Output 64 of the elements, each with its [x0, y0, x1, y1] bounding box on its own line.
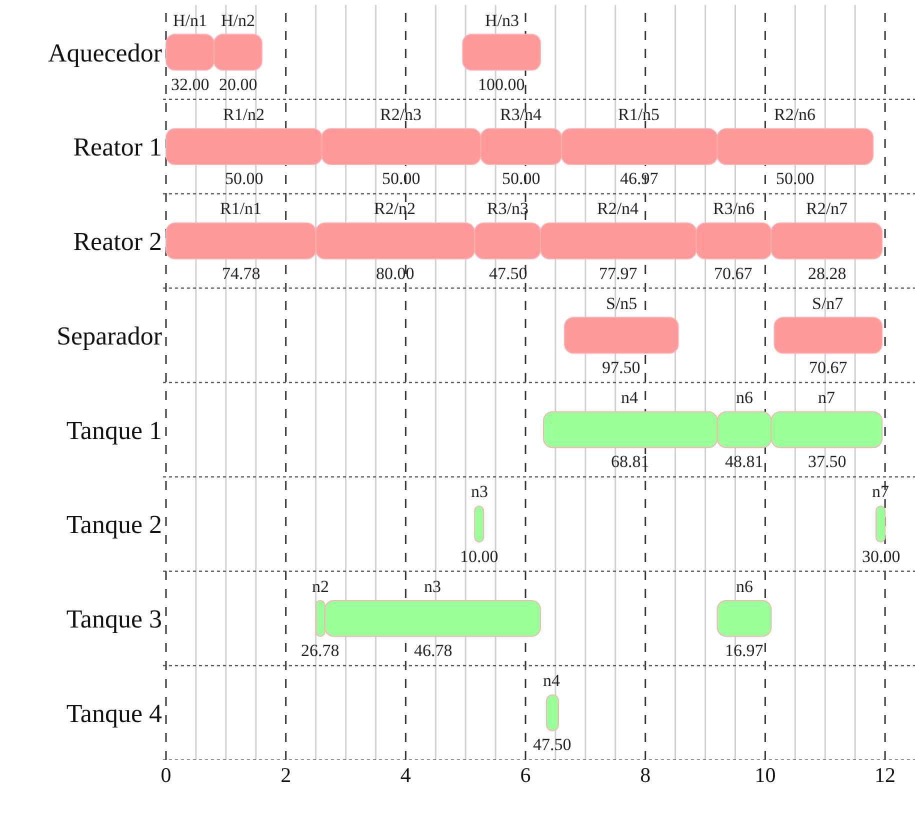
annotation: H/n1	[173, 11, 207, 30]
annotation: R1/n2	[223, 105, 265, 124]
y-tick-label: Reator 1	[73, 132, 162, 162]
x-tick-label: 8	[640, 763, 651, 787]
annotation: R2/n4	[597, 199, 640, 218]
annotation: R2/n3	[380, 105, 422, 124]
annotation: 48.81	[725, 452, 764, 471]
annotation: R3/n3	[487, 199, 529, 218]
annotation: R3/n6	[713, 199, 755, 218]
annotation: 68.81	[611, 452, 650, 471]
annotation: 32.00	[171, 75, 210, 94]
annotation: S/n7	[812, 294, 844, 313]
annotation: 46.78	[414, 641, 452, 660]
annotation: 28.28	[808, 264, 846, 283]
annotation: H/n2	[221, 11, 255, 30]
annotation: R2/n2	[374, 199, 416, 218]
annotation: R1/n5	[618, 105, 660, 124]
annotation: 80.00	[376, 264, 414, 283]
annotation: R2/n6	[774, 105, 816, 124]
annotation: R3/n4	[500, 105, 542, 124]
annotation: n4	[621, 388, 638, 407]
y-tick-label: Tanque 2	[66, 510, 162, 540]
annotation: n3	[424, 577, 441, 596]
annotation: 70.67	[714, 264, 753, 283]
annotation: n7	[818, 388, 836, 407]
annotation: 47.50	[489, 264, 528, 283]
annotation: 100.00	[478, 75, 525, 94]
annotation: 97.50	[602, 358, 640, 377]
y-tick-label: Aquecedor	[48, 38, 162, 68]
annotation: n4	[543, 671, 560, 690]
annotation: 50.00	[776, 169, 814, 188]
annotation: 74.78	[222, 264, 260, 283]
bar	[462, 34, 541, 71]
x-tick-label: 2	[280, 763, 292, 787]
annotation: 20.00	[219, 75, 258, 94]
annotation: 26.78	[301, 641, 340, 660]
annotation: 50.00	[225, 169, 264, 188]
y-tick-label: Separador	[56, 321, 162, 350]
y-tick-label: Tanque 3	[66, 604, 162, 634]
bar	[474, 506, 484, 542]
y-tick-label: Tanque 4	[66, 698, 162, 728]
annotation: S/n5	[606, 294, 638, 313]
annotation: 16.97	[725, 641, 764, 660]
x-tick-label: 6	[520, 763, 531, 787]
x-tick-label: 0	[160, 763, 172, 787]
annotation: 37.50	[808, 452, 846, 471]
annotation: n6	[736, 577, 753, 596]
annotation: R2/n7	[806, 199, 848, 218]
x-tick-label: 12	[874, 763, 896, 787]
x-tick-label: 4	[400, 763, 412, 787]
annotation: 70.67	[809, 358, 848, 377]
x-tick-label: 10	[754, 763, 776, 787]
annotation: 77.97	[599, 264, 638, 283]
annotation: n2	[312, 577, 329, 596]
bar	[774, 316, 883, 354]
y-tick-label: Tanque 1	[66, 416, 162, 445]
annotation: 47.50	[533, 735, 572, 754]
annotation: R1/n1	[220, 199, 262, 218]
y-tick-label: Reator 2	[73, 227, 162, 256]
annotation: 10.00	[460, 547, 498, 566]
annotation: n6	[736, 388, 753, 407]
annotation: n7	[872, 482, 890, 501]
annotation: n3	[471, 482, 488, 501]
annotation: H/n3	[485, 11, 519, 30]
